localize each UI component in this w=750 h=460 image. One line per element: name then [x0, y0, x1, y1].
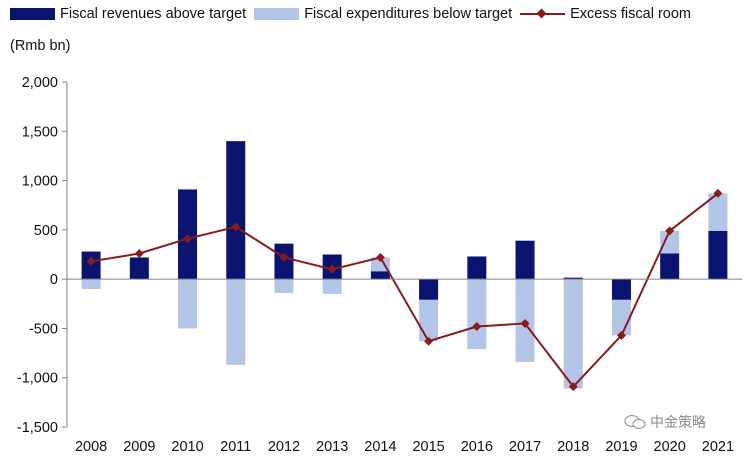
- x-tick-label: 2015: [412, 439, 444, 455]
- bar-revenues: [611, 279, 631, 300]
- legend-swatch-excess: [520, 8, 566, 20]
- bar-revenues: [419, 279, 439, 300]
- x-tick-label: 2011: [220, 439, 251, 455]
- x-tick-label: 2017: [509, 439, 541, 455]
- x-tick-label: 2009: [123, 439, 155, 455]
- bar-expenditures: [660, 230, 680, 254]
- bar-expenditures: [322, 279, 342, 294]
- bar-expenditures: [274, 279, 294, 293]
- marker-excess: [616, 330, 626, 340]
- legend-item-excess: Excess fiscal room: [520, 6, 691, 22]
- bar-revenues: [660, 253, 680, 280]
- watermark-text: 中金策略: [650, 414, 706, 430]
- legend-label-revenues: Fiscal revenues above target: [60, 6, 247, 22]
- marker-excess: [134, 249, 144, 259]
- y-tick-label: -1,000: [17, 371, 58, 387]
- marker-excess: [279, 252, 289, 262]
- marker-excess: [713, 188, 723, 198]
- y-tick-label: 1,000: [22, 174, 58, 190]
- bar-revenues: [563, 277, 583, 280]
- x-tick-label: 2010: [171, 439, 203, 455]
- bar-expenditures: [708, 193, 728, 231]
- x-tick-label: 2016: [461, 439, 493, 455]
- wechat-icon: [624, 414, 646, 430]
- y-tick-label: -500: [29, 321, 58, 337]
- legend-label-excess: Excess fiscal room: [570, 6, 692, 22]
- marker-excess: [424, 336, 434, 346]
- legend: Fiscal revenues above target Fiscal expe…: [10, 6, 699, 22]
- line-excess: [90, 192, 719, 389]
- bar-expenditures: [178, 279, 198, 329]
- x-tick-label: 2012: [268, 439, 300, 455]
- legend-swatch-revenues: [10, 8, 55, 20]
- y-tick-label: 500: [34, 223, 58, 239]
- bar-expenditures: [467, 279, 487, 350]
- y-tick-label: 2,000: [22, 75, 58, 91]
- marker-excess: [327, 264, 337, 274]
- y-tick-label: 1,500: [22, 124, 58, 140]
- watermark: 中金策略: [624, 412, 706, 432]
- x-tick-label: 2008: [75, 439, 107, 455]
- marker-excess: [231, 222, 241, 232]
- x-tick-label: 2020: [654, 439, 686, 455]
- x-tick-label: 2018: [557, 439, 589, 455]
- bar-expenditures: [611, 299, 631, 336]
- bar-revenues: [129, 257, 149, 280]
- y-tick-label: 0: [50, 272, 58, 288]
- legend-swatch-expenditures: [254, 8, 300, 20]
- y-tick-label: -1,500: [17, 420, 58, 436]
- bar-revenues: [467, 256, 487, 280]
- bar-revenues: [708, 230, 728, 280]
- legend-item-revenues: Fiscal revenues above target: [10, 6, 246, 22]
- marker-excess: [568, 382, 578, 392]
- x-tick-label: 2014: [364, 439, 396, 455]
- marker-excess: [86, 256, 96, 266]
- x-tick-label: 2013: [316, 439, 348, 455]
- bar-revenues: [226, 141, 246, 280]
- marker-excess: [472, 321, 482, 331]
- bar-revenues: [515, 240, 535, 280]
- bar-expenditures: [81, 279, 101, 289]
- legend-item-expenditures: Fiscal expenditures below target: [254, 6, 512, 22]
- bar-expenditures: [226, 279, 246, 365]
- unit-label: (Rmb bn): [10, 38, 71, 54]
- bar-expenditures: [419, 299, 439, 342]
- marker-excess: [183, 234, 193, 244]
- bar-revenues: [370, 271, 390, 280]
- marker-excess: [375, 252, 385, 262]
- x-tick-label: 2021: [702, 439, 734, 455]
- x-tick-label: 2019: [605, 439, 637, 455]
- bar-expenditures: [370, 257, 390, 272]
- marker-excess: [520, 319, 530, 328]
- legend-label-expenditures: Fiscal expenditures below target: [304, 6, 513, 22]
- bar-expenditures: [563, 279, 583, 389]
- marker-excess: [665, 226, 675, 236]
